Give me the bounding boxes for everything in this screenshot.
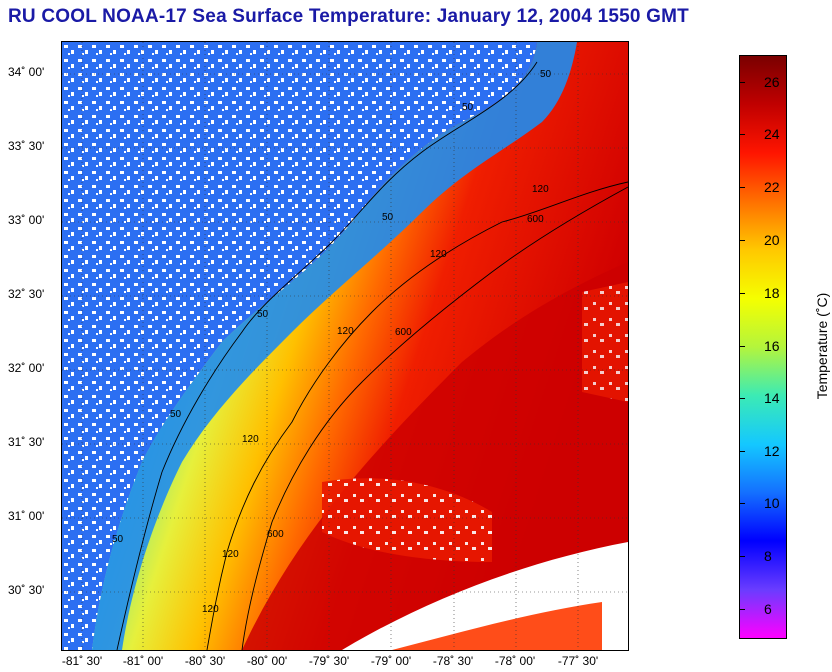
cloud-patch-east [582, 282, 628, 402]
colorbar-tick-label: 16 [764, 338, 780, 354]
gulf-stream-core [242, 262, 628, 650]
contour-600 [241, 186, 628, 650]
colorbar-tick-mark [739, 609, 745, 610]
contour-label: 600 [395, 327, 412, 338]
contour-label: 120 [430, 249, 447, 260]
colorbar-tick-mark [739, 398, 745, 399]
contour-label: 120 [202, 604, 219, 615]
lat-label-31-30: 31˚ 30' [8, 435, 45, 449]
contour-label: 120 [222, 549, 239, 560]
contour-label: 50 [112, 534, 124, 545]
lon-label-78-00: -78˚ 00' [494, 654, 536, 668]
contour-120 [206, 181, 628, 650]
temperature-colorbar [739, 55, 787, 639]
bathymetry-contours [116, 61, 628, 650]
lat-label-30-30: 30˚ 30' [8, 583, 45, 597]
lat-label-33-00: 33˚ 00' [8, 213, 45, 227]
colorbar-tick-label: 14 [764, 390, 780, 406]
graticule [62, 42, 628, 650]
lat-label-32-00: 32˚ 00' [8, 361, 45, 375]
lat-label-31-00: 31˚ 00' [8, 509, 45, 523]
colorbar-tick-label: 6 [764, 601, 772, 617]
contour-label: 120 [242, 434, 259, 445]
colorbar-tick-label: 10 [764, 495, 780, 511]
cloud-patch-offshore [322, 478, 492, 562]
lon-label-79-30: -79˚ 30' [308, 654, 350, 668]
colorbar-tick-label: 12 [764, 443, 780, 459]
lon-label-77-30: -77˚ 30' [557, 654, 599, 668]
colorbar-tick-mark [739, 451, 745, 452]
colorbar-tick-label: 24 [764, 126, 780, 142]
contour-labels: 50 50 50 50 50 50 120 120 120 120 120 12… [112, 69, 552, 615]
lon-label-81-00: -81˚ 00' [122, 654, 164, 668]
colorbar-label: Temperature (˚C) [814, 292, 830, 400]
colorbar-tick-label: 20 [764, 232, 780, 248]
colorbar-tick-mark [739, 82, 745, 83]
colorbar-tick-mark [739, 556, 745, 557]
colorbar-tick-mark [739, 240, 745, 241]
lat-label-33-30: 33˚ 30' [8, 139, 45, 153]
contour-label: 50 [540, 69, 552, 80]
contour-label: 120 [337, 326, 354, 337]
colorbar-tick-label: 22 [764, 179, 780, 195]
lon-label-78-30: -78˚ 30' [432, 654, 474, 668]
contour-label: 50 [170, 409, 182, 420]
land-area [62, 42, 537, 650]
colorbar-tick-mark [739, 187, 745, 188]
colorbar-tick-label: 18 [764, 285, 780, 301]
contour-label: 50 [257, 309, 269, 320]
lat-label-32-30: 32˚ 30' [8, 287, 45, 301]
sst-map-image: 50 50 50 50 50 50 120 120 120 120 120 12… [62, 42, 628, 650]
colorbar-tick-mark [739, 346, 745, 347]
lon-label-80-00: -80˚ 00' [246, 654, 288, 668]
contour-50 [116, 61, 538, 650]
colorbar-tick-label: 8 [764, 548, 772, 564]
contour-label: 120 [532, 184, 549, 195]
colorbar-tick-mark [739, 134, 745, 135]
colorbar-tick-mark [739, 293, 745, 294]
coastal-water [92, 42, 577, 650]
lat-label-34-00: 34˚ 00' [8, 65, 45, 79]
page-title: RU COOL NOAA-17 Sea Surface Temperature:… [8, 6, 689, 27]
lon-label-81-30: -81˚ 30' [61, 654, 103, 668]
sst-map[interactable]: 50 50 50 50 50 50 120 120 120 120 120 12… [61, 41, 629, 651]
contour-label: 600 [527, 214, 544, 225]
colorbar-tick-label: 26 [764, 74, 780, 90]
contour-label: 50 [382, 212, 394, 223]
lon-label-79-00: -79˚ 00' [370, 654, 412, 668]
contour-label: 600 [267, 529, 284, 540]
colorbar-tick-mark [739, 503, 745, 504]
lon-label-80-30: -80˚ 30' [184, 654, 226, 668]
contour-label: 50 [462, 102, 474, 113]
warm-band-south [392, 602, 602, 650]
